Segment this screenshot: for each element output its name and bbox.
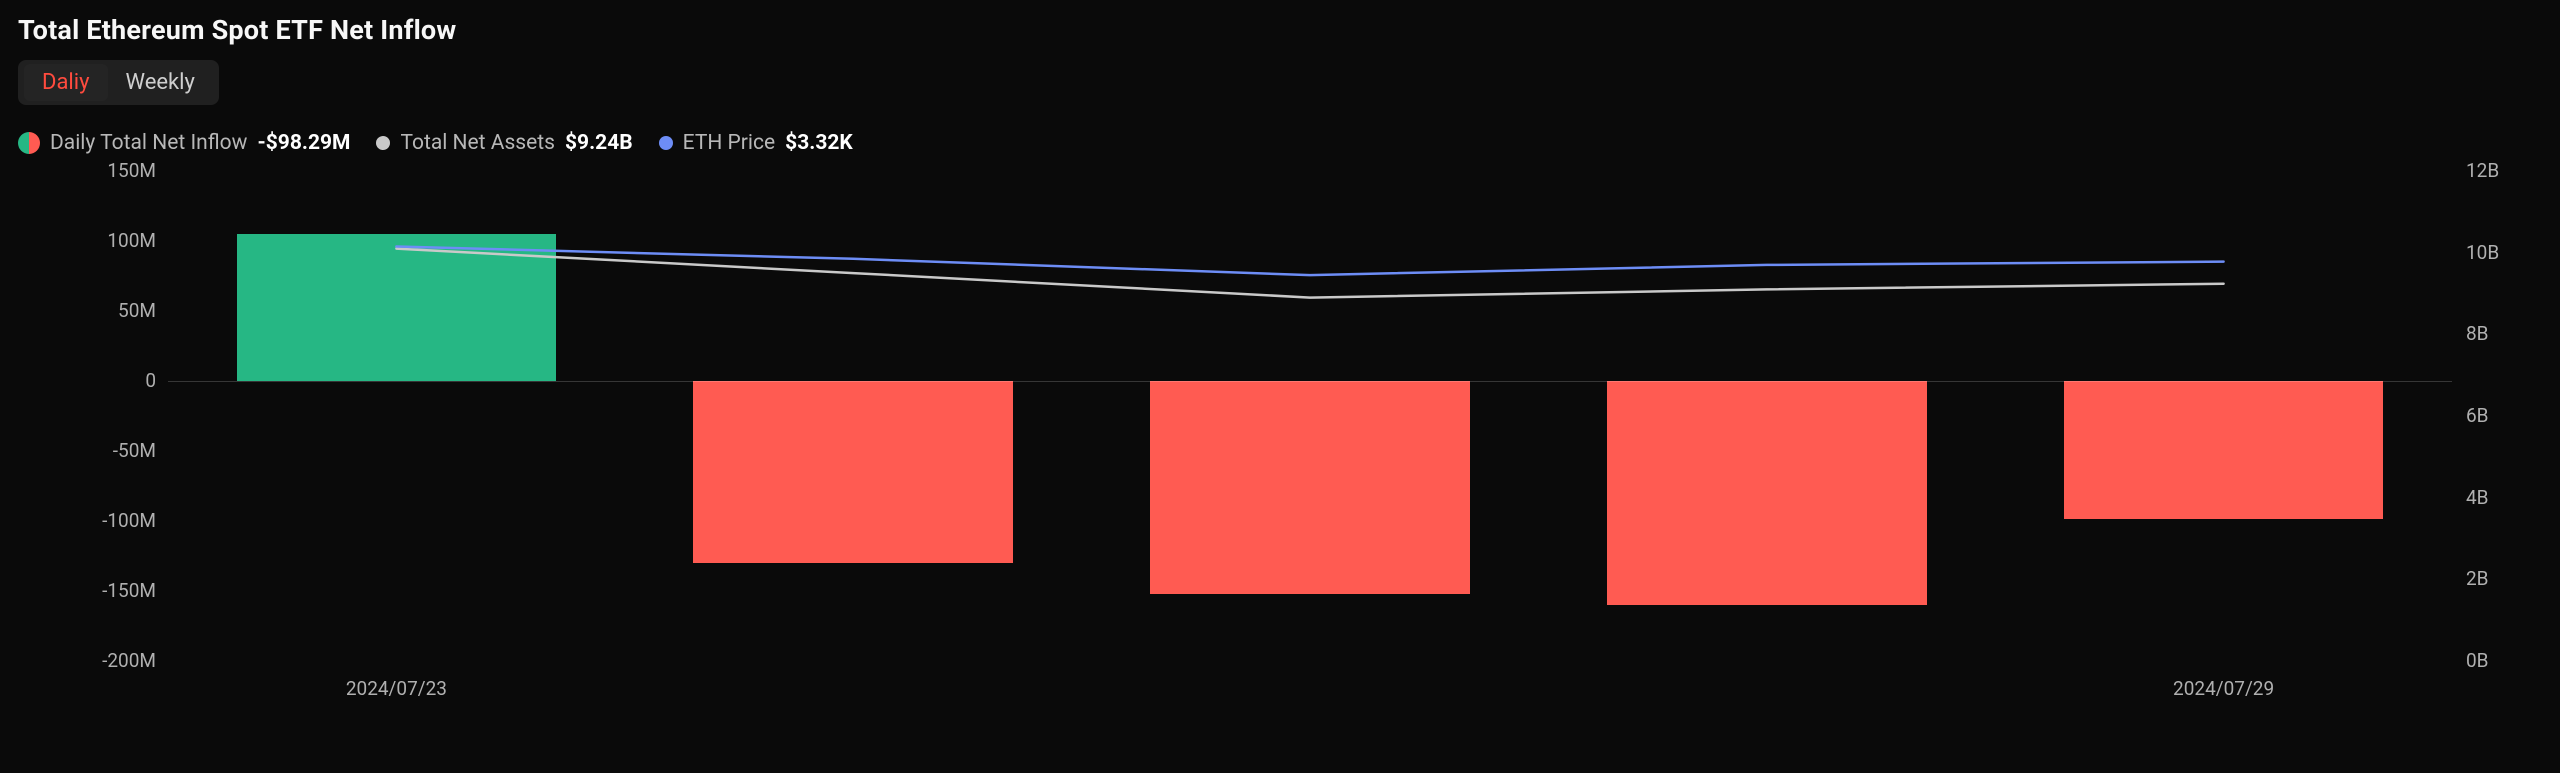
y-left-tick: -100M <box>102 509 156 532</box>
y-right-tick: 0B <box>2466 649 2489 672</box>
y-right-tick: 12B <box>2466 159 2499 182</box>
y-left-tick: 100M <box>107 229 156 252</box>
legend-price[interactable]: ETH Price $3.32K <box>659 131 853 155</box>
x-tick: 2024/07/23 <box>346 677 447 700</box>
legend-assets-label: Total Net Assets <box>400 131 555 155</box>
tab-weekly[interactable]: Weekly <box>108 64 213 101</box>
y-left-tick: -150M <box>102 579 156 602</box>
y-right-tick: 4B <box>2466 486 2489 509</box>
y-right-tick: 2B <box>2466 567 2489 590</box>
legend-assets-value: $9.24B <box>565 131 633 155</box>
y-left-tick: 150M <box>107 159 156 182</box>
y-left-tick: -200M <box>102 649 156 672</box>
series-total_net_assets[interactable] <box>396 249 2223 298</box>
dot-icon <box>659 136 673 150</box>
line-layer <box>168 171 2452 661</box>
y-left-tick: 50M <box>118 299 156 322</box>
chart-legend: Daily Total Net Inflow -$98.29M Total Ne… <box>18 131 2542 155</box>
legend-inflow-label: Daily Total Net Inflow <box>50 131 247 155</box>
range-tabs: Daliy Weekly <box>18 60 219 105</box>
tab-daily[interactable]: Daliy <box>24 64 108 101</box>
legend-inflow[interactable]: Daily Total Net Inflow -$98.29M <box>18 131 350 155</box>
y-right-tick: 10B <box>2466 241 2499 264</box>
legend-inflow-value: -$98.29M <box>257 131 350 155</box>
dual-swatch-icon <box>18 132 40 154</box>
plot-region: SoSoValue sosovalue.com <box>168 171 2452 661</box>
legend-price-label: ETH Price <box>683 131 775 155</box>
y-left-tick: -50M <box>113 439 156 462</box>
dot-icon <box>376 136 390 150</box>
chart-area[interactable]: SoSoValue sosovalue.com -200M -150M -100M -… <box>18 161 2542 721</box>
x-tick: 2024/07/29 <box>2173 677 2274 700</box>
y-right-tick: 8B <box>2466 322 2489 345</box>
zero-line <box>168 381 2452 382</box>
legend-price-value: $3.32K <box>785 131 853 155</box>
y-left-tick: 0 <box>145 369 156 392</box>
legend-assets[interactable]: Total Net Assets $9.24B <box>376 131 632 155</box>
series-eth_price[interactable] <box>396 247 2223 276</box>
y-right-tick: 6B <box>2466 404 2489 427</box>
page-title: Total Ethereum Spot ETF Net Inflow <box>18 14 2542 46</box>
